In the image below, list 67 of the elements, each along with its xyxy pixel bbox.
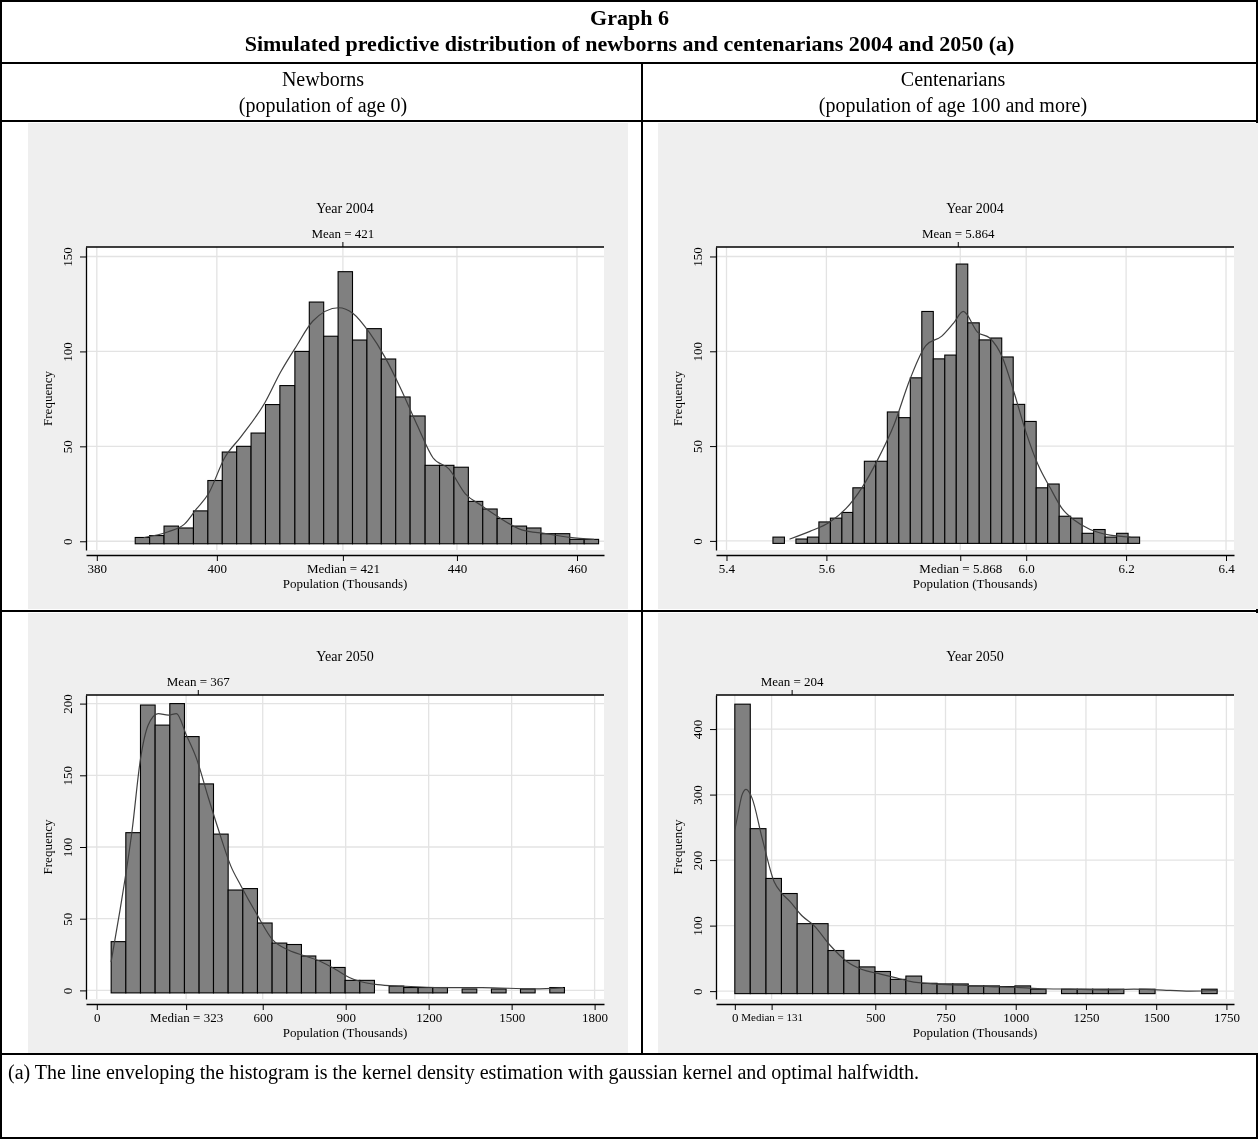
x-tick-label: 500 bbox=[866, 1010, 886, 1026]
x-tick-label: Median = 131 bbox=[741, 1010, 804, 1023]
y-tick-label: 50 bbox=[60, 912, 75, 926]
x-tick-label: 6.0 bbox=[1018, 561, 1035, 577]
ref-line-label: Mean = 5.864 bbox=[921, 226, 996, 241]
x-tick-label: 1500 bbox=[499, 1010, 526, 1026]
y-tick-label: 300 bbox=[690, 785, 705, 805]
y-tick-label: 150 bbox=[60, 247, 75, 267]
x-tick-label: Median = 5.868 bbox=[919, 561, 1003, 577]
x-tick-label: 6.2 bbox=[1118, 561, 1135, 577]
x-tick-label: 0 bbox=[732, 1010, 739, 1026]
x-tick-label: 460 bbox=[567, 561, 588, 577]
x-tick-label: Median = 421 bbox=[306, 561, 380, 577]
text: (population of age 0) bbox=[237, 93, 409, 118]
y-tick-label: 400 bbox=[690, 719, 705, 740]
x-tick-label: 600 bbox=[253, 1010, 273, 1026]
text: Newborns bbox=[280, 67, 366, 92]
text: Centenarians bbox=[899, 67, 1007, 92]
ref-line-label: Mean = 421 bbox=[311, 226, 375, 241]
caption: Graph 6 bbox=[589, 5, 670, 30]
y-tick-label: 100 bbox=[690, 342, 705, 362]
x-tick-label: 1800 bbox=[582, 1010, 609, 1026]
x-tick-label: 440 bbox=[447, 561, 468, 577]
text: (a) The line enveloping the histogram is the kernel density estimation with gaussian kernel and optimal halfwidth. bbox=[8, 1060, 921, 1084]
x-tick-label: 1250 bbox=[1073, 1010, 1100, 1026]
y-tick-label: 0 bbox=[690, 538, 705, 545]
x-tick-label: 400 bbox=[207, 561, 228, 577]
y-tick-label: 0 bbox=[690, 988, 705, 995]
y-tick-label: 150 bbox=[690, 247, 705, 267]
chart-title: Year 2050 bbox=[316, 649, 374, 664]
x-tick-label: 1500 bbox=[1143, 1010, 1170, 1026]
y-tick-label: 100 bbox=[690, 916, 705, 936]
ref-line-label: Mean = 367 bbox=[166, 674, 231, 689]
ref-line-label: Mean = 204 bbox=[760, 674, 825, 689]
x-tick-label: 5.4 bbox=[718, 561, 736, 577]
x-tick-label: 5.6 bbox=[818, 561, 836, 577]
x-tick-label: Median = 323 bbox=[150, 1010, 224, 1026]
y-axis-title: Frequency bbox=[40, 819, 55, 875]
y-tick-label: 100 bbox=[60, 342, 75, 362]
x-tick-label: 750 bbox=[936, 1010, 956, 1026]
x-axis-title: Population (Thousands) bbox=[282, 1025, 408, 1040]
y-tick-label: 100 bbox=[60, 837, 75, 858]
text: Simulated predictive distribution of newborns and centenarians 2004 and 2050 (a) bbox=[243, 31, 1016, 56]
x-tick-label: 6.4 bbox=[1218, 561, 1236, 577]
text: (population of age 100 and more) bbox=[817, 93, 1089, 118]
chart-title: Year 2004 bbox=[316, 201, 374, 216]
y-axis-title: Frequency bbox=[670, 819, 685, 875]
x-tick-label: 380 bbox=[87, 561, 108, 577]
x-tick-label: 1750 bbox=[1213, 1010, 1240, 1026]
y-axis-title: Frequency bbox=[40, 370, 55, 426]
y-tick-label: 200 bbox=[60, 694, 75, 714]
x-tick-label: 900 bbox=[336, 1010, 356, 1026]
chart-title: Year 2004 bbox=[946, 201, 1004, 216]
x-tick-label: 1200 bbox=[416, 1010, 443, 1026]
x-axis-title: Population (Thousands) bbox=[912, 1025, 1038, 1040]
y-tick-label: 0 bbox=[60, 538, 75, 546]
y-axis-title: Frequency bbox=[670, 370, 685, 426]
y-tick-label: 0 bbox=[60, 987, 75, 995]
x-tick-label: 0 bbox=[94, 1010, 101, 1026]
y-tick-label: 200 bbox=[690, 850, 705, 871]
x-axis-title: Population (Thousands) bbox=[912, 576, 1038, 591]
y-tick-label: 150 bbox=[60, 766, 75, 786]
y-tick-label: 50 bbox=[60, 440, 75, 454]
y-tick-label: 50 bbox=[690, 440, 705, 454]
x-tick-label: 1000 bbox=[1003, 1010, 1030, 1026]
chart-title: Year 2050 bbox=[946, 649, 1004, 664]
x-axis-title: Population (Thousands) bbox=[282, 576, 408, 591]
